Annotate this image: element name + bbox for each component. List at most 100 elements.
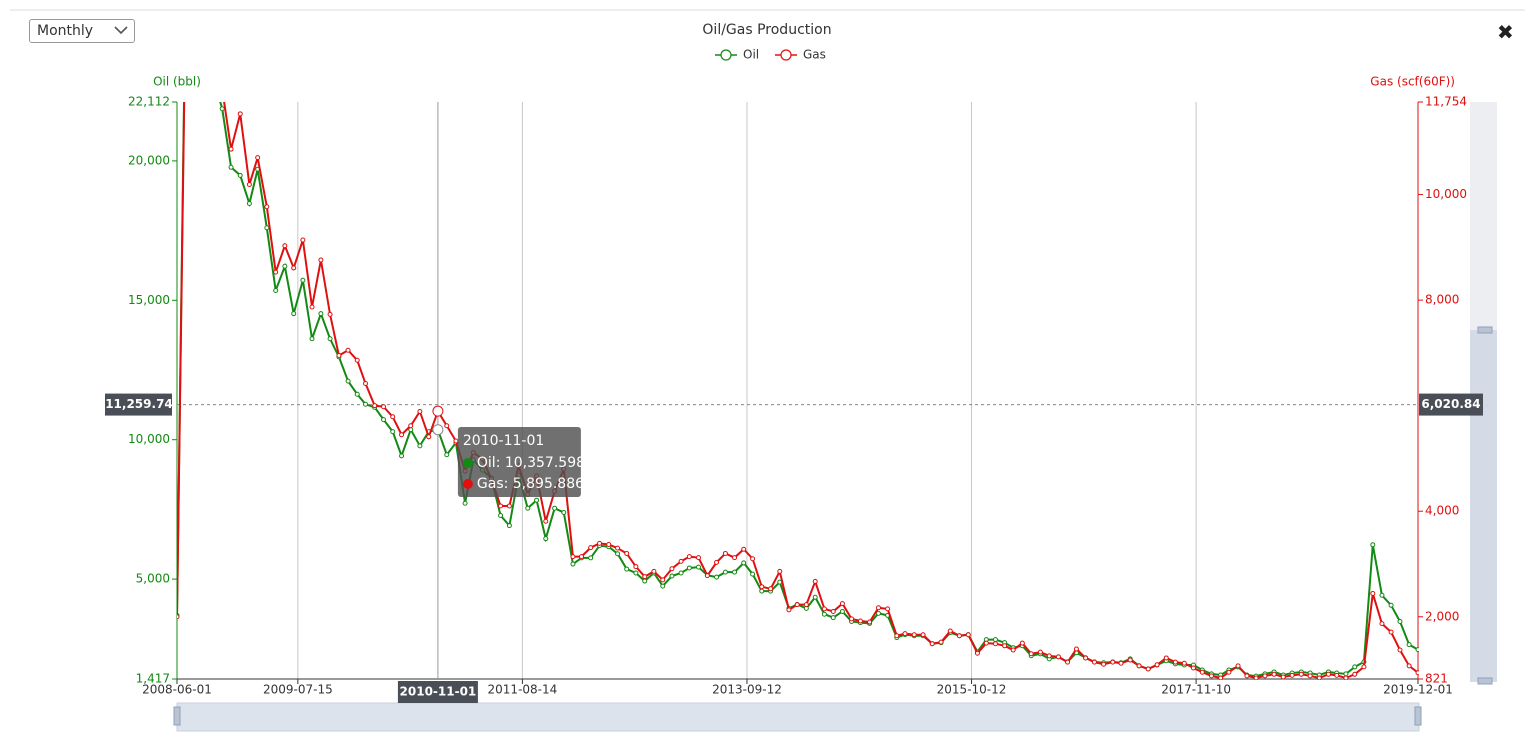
data-point	[750, 556, 756, 562]
data-point	[1083, 655, 1089, 661]
data-point	[237, 172, 243, 178]
data-point	[1262, 673, 1268, 679]
data-point	[1370, 542, 1376, 548]
y2-tick-label: 8,000	[1425, 293, 1459, 307]
data-point	[651, 568, 657, 574]
data-point	[543, 536, 549, 542]
data-point	[1379, 592, 1385, 598]
data-point	[506, 503, 512, 509]
data-point	[1379, 621, 1385, 627]
data-point	[273, 269, 279, 275]
data-point	[309, 336, 315, 342]
data-point	[381, 404, 387, 410]
data-point	[794, 602, 800, 608]
crosshair-y-label-box	[105, 393, 172, 416]
legend-label: Oil	[743, 48, 759, 62]
data-point	[228, 146, 234, 152]
y-tick-label: 5,000	[136, 572, 170, 586]
data-point	[1110, 659, 1116, 665]
data-point	[336, 353, 342, 359]
tooltip-line: Oil: 10,357.598	[477, 455, 585, 471]
data-point	[345, 347, 351, 353]
x-tick-label: 2019-12-01	[1383, 683, 1453, 697]
data-point	[615, 551, 621, 557]
close-button[interactable]: ✖	[1497, 20, 1514, 44]
data-point	[202, 47, 206, 51]
data-point	[732, 555, 738, 561]
data-point	[1235, 663, 1241, 669]
data-point	[1307, 673, 1313, 679]
data-point	[1406, 663, 1412, 669]
v-slider-handle[interactable]	[1477, 326, 1493, 334]
data-point	[363, 381, 369, 387]
data-point	[282, 263, 288, 269]
data-point	[588, 545, 594, 551]
data-point	[686, 554, 692, 560]
data-point	[992, 637, 998, 643]
data-point	[327, 336, 333, 342]
h-slider-handle[interactable]	[1414, 706, 1422, 726]
data-point	[1298, 671, 1304, 677]
data-point	[453, 438, 459, 444]
data-point	[1343, 671, 1349, 677]
data-point	[741, 546, 747, 552]
data-point	[1073, 646, 1079, 652]
data-point	[633, 564, 639, 570]
data-point	[570, 561, 576, 567]
y2-tick-label: 2,000	[1425, 609, 1459, 623]
data-point	[282, 243, 288, 249]
data-point	[1002, 643, 1008, 649]
x-tick-label: 2017-11-10	[1161, 683, 1231, 697]
v-slider-window[interactable]	[1470, 330, 1497, 682]
data-point	[1325, 671, 1331, 677]
data-point	[1415, 670, 1419, 676]
crosshair-x-label: 2010-11-01	[400, 685, 477, 699]
data-point	[1218, 675, 1224, 680]
h-slider-handle[interactable]	[173, 706, 181, 726]
legend-marker	[720, 49, 732, 61]
data-point	[660, 583, 666, 589]
data-point	[1253, 675, 1259, 680]
data-point	[1334, 672, 1340, 678]
data-point	[759, 588, 765, 594]
data-point	[327, 311, 333, 317]
data-point	[390, 429, 396, 435]
period-value: Monthly	[37, 23, 94, 39]
data-point	[399, 432, 405, 438]
data-point	[1136, 663, 1142, 669]
period-dropdown[interactable]: Monthly	[29, 19, 135, 43]
data-point	[588, 555, 594, 561]
crosshair-y2-label-box	[1419, 393, 1483, 416]
x-tick-label: 2013-09-12	[712, 683, 782, 697]
data-point	[417, 443, 423, 449]
v-slider-handle[interactable]	[1477, 677, 1493, 685]
y2-tick-label: 4,000	[1425, 504, 1459, 518]
data-point	[597, 540, 603, 546]
data-point	[426, 434, 432, 440]
data-point	[722, 569, 728, 575]
data-point	[300, 237, 306, 243]
data-point	[381, 417, 387, 423]
data-point	[1370, 591, 1376, 597]
data-point	[1065, 659, 1071, 665]
data-point	[543, 518, 549, 524]
data-point	[354, 391, 360, 397]
data-point	[704, 573, 710, 579]
data-point	[947, 628, 953, 634]
data-point	[1055, 654, 1061, 660]
y-tick-label: 22,112	[128, 95, 170, 109]
data-point	[561, 509, 567, 515]
data-point	[1280, 674, 1286, 680]
data-point	[812, 594, 818, 600]
data-point	[291, 311, 297, 317]
data-point	[777, 568, 783, 574]
data-point	[318, 311, 324, 317]
y2-tick-label: 10,000	[1425, 187, 1467, 201]
data-point	[660, 577, 666, 583]
data-point	[1019, 640, 1025, 646]
data-point	[1199, 669, 1205, 675]
data-point	[669, 566, 675, 572]
data-point	[1388, 629, 1394, 635]
h-slider[interactable]	[176, 702, 1420, 732]
data-point	[417, 408, 423, 414]
